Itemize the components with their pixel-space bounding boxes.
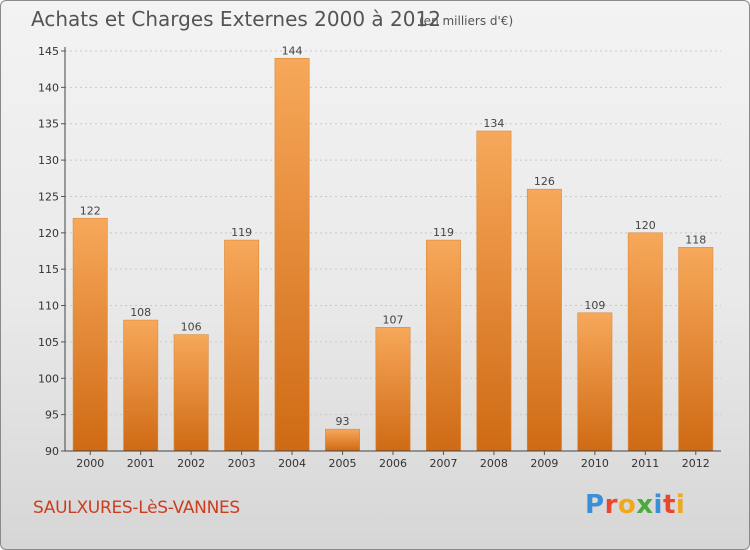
y-tick-label: 145 — [38, 45, 59, 58]
proxiti-logo[interactable]: Proxiti — [585, 490, 685, 520]
y-tick-label: 140 — [38, 81, 59, 94]
y-tick-label: 135 — [38, 118, 59, 131]
x-tick-label: 2005 — [329, 457, 357, 470]
bar-2002 — [173, 334, 209, 452]
x-tick-label: 2004 — [278, 457, 306, 470]
bar-2000 — [72, 217, 108, 452]
x-tick-label: 2007 — [429, 457, 457, 470]
bar-2007 — [426, 239, 461, 452]
y-tick-label: 115 — [38, 263, 59, 276]
bar-value-label: 118 — [685, 233, 706, 246]
logo-letter: x — [636, 490, 654, 520]
chart-unit: (en milliers d'€) — [419, 14, 514, 28]
logo-letter: i — [675, 490, 686, 520]
x-tick-label: 2001 — [127, 457, 155, 470]
y-tick-label: 95 — [45, 409, 59, 422]
bar-value-label: 93 — [336, 415, 350, 428]
commune-name: SAULXURES-LèS-VANNES — [33, 498, 240, 518]
x-tick-label: 2012 — [682, 457, 710, 470]
y-tick-label: 125 — [38, 190, 59, 203]
y-tick-label: 130 — [38, 154, 59, 167]
bar-2006 — [375, 327, 411, 452]
x-tick-label: 2008 — [480, 457, 508, 470]
y-tick-label: 90 — [45, 445, 59, 458]
x-tick-label: 2006 — [379, 457, 407, 470]
logo-letter: o — [617, 490, 637, 520]
bar-2011 — [627, 232, 663, 452]
y-tick-label: 110 — [38, 300, 59, 313]
bar-2003 — [224, 239, 260, 452]
chart-title: Achats et Charges Externes 2000 à 2012 — [31, 7, 441, 31]
bar-2008 — [476, 130, 512, 452]
bar-value-label: 122 — [80, 204, 101, 217]
x-tick-label: 2000 — [76, 457, 104, 470]
y-tick-label: 105 — [38, 336, 59, 349]
y-tick-label: 100 — [38, 372, 59, 385]
bar-value-label: 126 — [534, 175, 555, 188]
bar-value-label: 109 — [584, 299, 605, 312]
logo-letter: t — [662, 490, 676, 520]
x-tick-label: 2002 — [177, 457, 205, 470]
bar-2001 — [123, 319, 159, 452]
logo-letter: r — [604, 490, 618, 520]
bar-value-label: 144 — [282, 44, 303, 57]
x-tick-label: 2009 — [530, 457, 558, 470]
bar-2009 — [526, 188, 562, 452]
bar-value-label: 106 — [181, 321, 202, 334]
y-tick-label: 120 — [38, 227, 59, 240]
bar-2012 — [678, 247, 714, 452]
x-tick-label: 2003 — [228, 457, 256, 470]
bar-value-label: 120 — [635, 219, 656, 232]
logo-letter: i — [653, 490, 663, 520]
bar-value-label: 107 — [383, 313, 404, 326]
x-tick-label: 2011 — [631, 457, 659, 470]
x-tick-label: 2010 — [581, 457, 609, 470]
bar-value-label: 119 — [433, 226, 454, 239]
bar-value-label: 119 — [231, 226, 252, 239]
bar-2005 — [325, 428, 360, 452]
logo-letter: P — [585, 490, 605, 520]
bar-value-label: 108 — [130, 306, 151, 319]
bar-2010 — [577, 312, 613, 452]
bar-2004 — [274, 57, 310, 452]
bar-value-label: 134 — [483, 117, 504, 130]
